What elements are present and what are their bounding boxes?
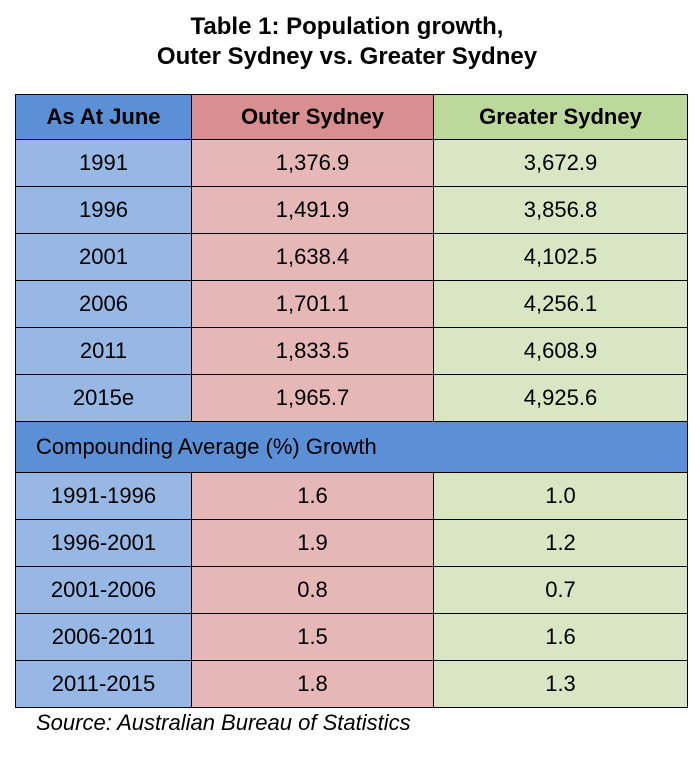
greater-sydney-cell: 4,608.9: [433, 327, 688, 375]
outer-sydney-growth-cell: 1.8: [191, 660, 434, 708]
period-cell: 2006-2011: [15, 613, 192, 661]
outer-sydney-cell: 1,491.9: [191, 186, 434, 234]
greater-sydney-cell: 4,256.1: [433, 280, 688, 328]
greater-sydney-growth-cell: 0.7: [433, 566, 688, 614]
year-cell: 1991: [15, 139, 192, 187]
greater-sydney-cell: 4,102.5: [433, 233, 688, 281]
table-row: 1991 1,376.9 3,672.9: [15, 139, 688, 187]
year-cell: 2001: [15, 233, 192, 281]
outer-sydney-cell: 1,376.9: [191, 139, 434, 187]
greater-sydney-growth-cell: 1.6: [433, 613, 688, 661]
period-cell: 1991-1996: [15, 472, 192, 520]
greater-sydney-cell: 3,672.9: [433, 139, 688, 187]
header-greater-sydney: Greater Sydney: [433, 94, 688, 140]
section-row: Compounding Average (%) Growth: [15, 421, 688, 473]
outer-sydney-cell: 1,701.1: [191, 280, 434, 328]
table-title: Table 1: Population growth, Outer Sydney…: [0, 12, 694, 72]
source-note: Source: Australian Bureau of Statistics: [36, 710, 411, 735]
table-row: 2011-2015 1.8 1.3: [15, 660, 688, 708]
table-row: 2006-2011 1.5 1.6: [15, 613, 688, 661]
table-row: 2001 1,638.4 4,102.5: [15, 233, 688, 281]
greater-sydney-growth-cell: 1.2: [433, 519, 688, 567]
outer-sydney-cell: 1,833.5: [191, 327, 434, 375]
outer-sydney-growth-cell: 1.9: [191, 519, 434, 567]
outer-sydney-growth-cell: 1.5: [191, 613, 434, 661]
table-row: 1996-2001 1.9 1.2: [15, 519, 688, 567]
title-line-2: Outer Sydney vs. Greater Sydney: [156, 43, 538, 70]
year-cell: 2011: [15, 327, 192, 375]
table-row: 2006 1,701.1 4,256.1: [15, 280, 688, 328]
table-row: 1991-1996 1.6 1.0: [15, 472, 688, 520]
table-row: 2011 1,833.5 4,608.9: [15, 327, 688, 375]
period-cell: 1996-2001: [15, 519, 192, 567]
greater-sydney-growth-cell: 1.3: [433, 660, 688, 708]
table-row: 2001-2006 0.8 0.7: [15, 566, 688, 614]
year-cell: 2006: [15, 280, 192, 328]
outer-sydney-cell: 1,638.4: [191, 233, 434, 281]
outer-sydney-cell: 1,965.7: [191, 374, 434, 422]
section-label: Compounding Average (%) Growth: [15, 421, 688, 473]
table-row: 2015e 1,965.7 4,925.6: [15, 374, 688, 422]
greater-sydney-cell: 3,856.8: [433, 186, 688, 234]
title-line-1: Table 1: Population growth,: [190, 13, 504, 40]
header-outer-sydney: Outer Sydney: [191, 94, 434, 140]
year-cell: 2015e: [15, 374, 192, 422]
outer-sydney-growth-cell: 1.6: [191, 472, 434, 520]
period-cell: 2011-2015: [15, 660, 192, 708]
table-row: 1996 1,491.9 3,856.8: [15, 186, 688, 234]
greater-sydney-cell: 4,925.6: [433, 374, 688, 422]
population-table: As At June Outer Sydney Greater Sydney 1…: [15, 94, 688, 708]
period-cell: 2001-2006: [15, 566, 192, 614]
greater-sydney-growth-cell: 1.0: [433, 472, 688, 520]
year-cell: 1996: [15, 186, 192, 234]
header-as-at-june: As At June: [15, 94, 192, 140]
outer-sydney-growth-cell: 0.8: [191, 566, 434, 614]
header-row: As At June Outer Sydney Greater Sydney: [15, 94, 688, 140]
